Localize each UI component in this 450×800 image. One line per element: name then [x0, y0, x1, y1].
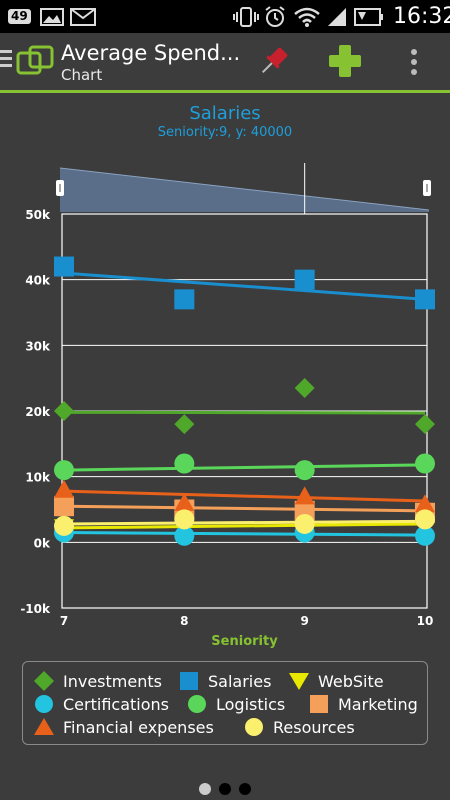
overflow-menu-icon[interactable] [408, 47, 420, 81]
notification-count-badge: 49 [8, 9, 31, 24]
app-title: Average Spend... [61, 41, 241, 65]
point-marketing [54, 496, 74, 517]
app-subtitle: Chart [61, 66, 103, 84]
legend-marker-icon [34, 671, 54, 691]
point-salaries [294, 269, 315, 290]
page-indicator [0, 783, 450, 795]
scatter-chart[interactable]: -10k 0k 10k 20k 30k 40k 50k 7 8 9 10 Seniority [0, 150, 450, 655]
point-financial-expenses [54, 479, 74, 498]
chart-selection-readout: Seniority:9, y: 40000 [157, 125, 293, 140]
legend-label: Investments [63, 671, 162, 691]
point-salaries [174, 289, 195, 310]
point-resources [174, 509, 195, 530]
point-financial-expenses [415, 494, 435, 513]
mail-icon [70, 0, 96, 33]
point-investments [294, 378, 315, 399]
chart-title: Salaries [189, 103, 261, 124]
legend-item-logistics: Logistics [186, 693, 285, 715]
x-tick-label: 9 [300, 614, 308, 628]
legend-label: Certifications [63, 694, 169, 714]
legend-marker-icon [188, 695, 206, 713]
clock: 16:32 [393, 4, 450, 29]
legend-marker-icon [35, 695, 53, 713]
point-investments [54, 401, 74, 421]
legend-label: Resources [273, 717, 355, 737]
point-investments [174, 414, 195, 435]
trendline-marketing [63, 504, 426, 513]
page-dot[interactable] [239, 783, 251, 795]
point-logistics [54, 460, 74, 481]
legend-item-investments: Investments [33, 670, 162, 692]
point-certifications [174, 525, 195, 546]
pin-icon[interactable] [256, 43, 292, 83]
legend-marker-icon [34, 718, 54, 735]
x-tick-label: 10 [417, 614, 434, 628]
legend-item-website: WebSite [288, 670, 384, 692]
legend-label: Marketing [338, 694, 418, 714]
legend-label: Salaries [208, 671, 272, 691]
point-resources [294, 513, 315, 534]
point-financial-expenses [294, 486, 315, 505]
signal-icon [326, 0, 348, 33]
status-bar: 49 16:32 [0, 0, 450, 33]
y-tick-label: 20k [25, 405, 51, 419]
y-tick-label: 50k [25, 208, 51, 222]
y-tick-label: 30k [25, 339, 51, 353]
legend-item-certifications: Certifications [33, 693, 169, 715]
y-tick-label: -10k [20, 602, 51, 616]
action-bar: Average Spend... Chart [0, 33, 450, 93]
point-logistics [174, 453, 195, 474]
alarm-icon [263, 0, 287, 33]
y-tick-label: 10k [25, 471, 51, 485]
wifi-icon [293, 0, 321, 33]
trendline-website [63, 522, 426, 530]
legend-item-financial-expenses: Financial expenses [33, 716, 214, 738]
point-certifications [415, 525, 435, 546]
nav-menu-icon[interactable] [0, 48, 14, 74]
chart-legend: Investments Salaries WebSite Certifications… [22, 661, 428, 745]
add-icon[interactable] [327, 43, 363, 83]
point-salaries [415, 289, 435, 310]
page-dot[interactable] [199, 783, 211, 795]
legend-label: WebSite [318, 671, 384, 691]
legend-item-resources: Resources [243, 716, 355, 738]
point-resources [415, 509, 435, 530]
legend-label: Financial expenses [63, 717, 214, 737]
trendline-salaries [63, 271, 426, 301]
trendline-financial-expenses [63, 489, 426, 503]
y-tick-label: 0k [34, 536, 51, 550]
legend-label: Logistics [216, 694, 286, 714]
range-overview-line [59, 167, 430, 211]
point-financial-expenses [174, 492, 195, 511]
x-tick-label: 8 [180, 614, 188, 628]
point-investments [415, 414, 435, 435]
app-logo-icon[interactable] [14, 43, 56, 83]
vibrate-icon [233, 0, 259, 33]
trendline-resources [63, 519, 426, 526]
trendline-certifications [63, 530, 426, 537]
page-dot[interactable] [219, 783, 231, 795]
legend-marker-icon [289, 673, 309, 690]
point-logistics [294, 460, 315, 481]
legend-item-marketing: Marketing [308, 693, 418, 715]
x-tick-label: 7 [60, 614, 68, 628]
point-logistics [415, 453, 435, 474]
image-icon [40, 0, 64, 33]
point-resources [54, 515, 74, 536]
legend-marker-icon [245, 718, 263, 736]
legend-marker-icon [310, 695, 328, 713]
x-axis-label: Seniority [211, 634, 278, 649]
point-salaries [54, 256, 74, 277]
trendline-logistics [63, 463, 426, 472]
legend-marker-icon [180, 672, 198, 690]
trendline-investments [63, 410, 426, 415]
legend-item-salaries: Salaries [178, 670, 271, 692]
y-tick-label: 40k [25, 274, 51, 288]
battery-icon [354, 0, 384, 33]
notification-badge-wrap: 49 [8, 0, 31, 33]
